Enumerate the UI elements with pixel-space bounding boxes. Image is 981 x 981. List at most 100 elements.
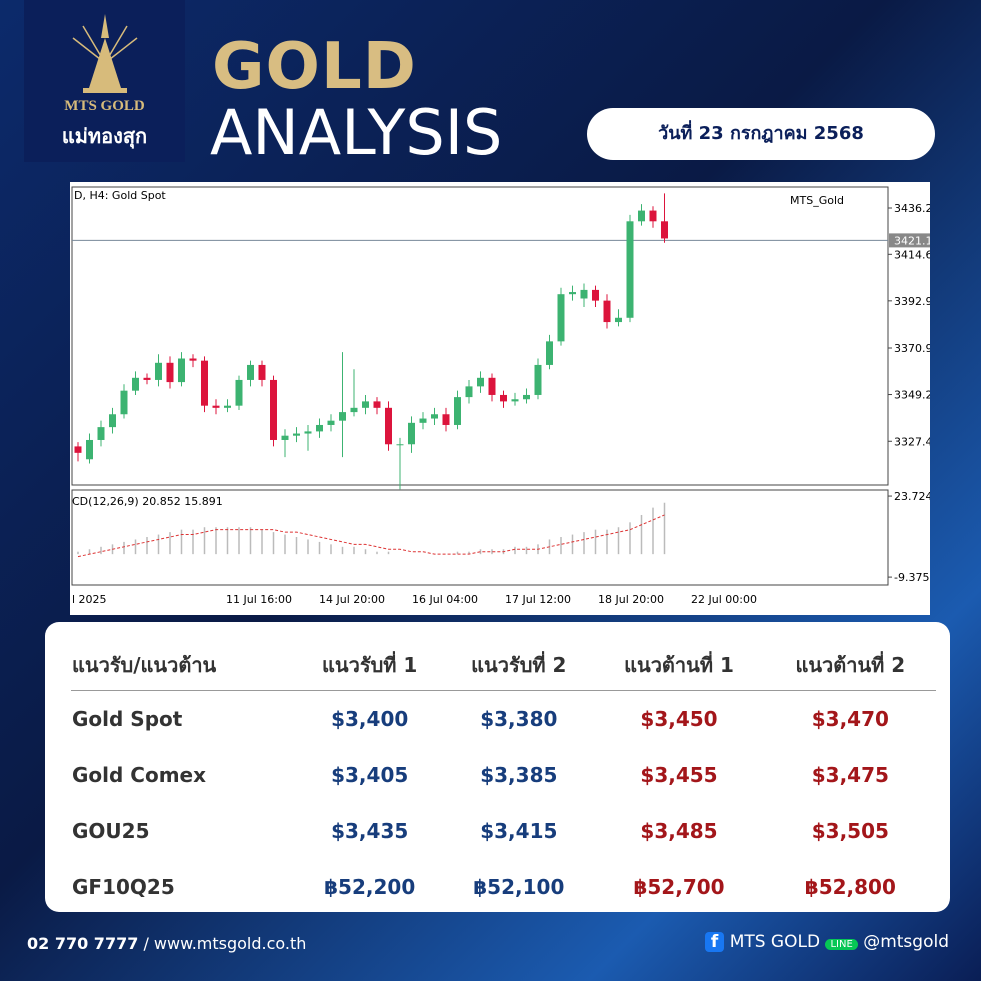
candle-body [488, 377, 496, 395]
website: / www.mtsgold.co.th [143, 934, 307, 953]
row: Gold Comex $3,405 $3,385 $3,455 $3,475 [71, 747, 936, 803]
table: แนวรับ/แนวต้าน แนวรับที่ 1 แนวรับที่ 2 แนวต… [71, 640, 936, 915]
cell: $3,475 [811, 763, 889, 787]
cell: $3,450 [640, 707, 718, 731]
title: ANALYSIS [210, 96, 503, 169]
row: GOU25 $3,435 $3,415 $3,485 $3,505 [71, 803, 936, 859]
cell: $3,400 [331, 707, 409, 731]
candle-body [431, 414, 438, 419]
candle-body [212, 405, 220, 408]
candle-body [649, 210, 657, 222]
row: GF10Q25 ฿52,200 ฿52,100 ฿52,700 ฿52,800 [71, 859, 936, 915]
social: f MTS GOLD LINE @mtsgold [704, 932, 949, 952]
candle-body [534, 364, 542, 395]
candle-body [339, 412, 346, 421]
cell: $3,470 [811, 707, 889, 731]
signal-line [77, 514, 665, 558]
cell: ฿52,100 [473, 875, 565, 899]
candle-body [143, 377, 151, 380]
footer: 02 770 7777 / www.mtsgold.co.th [27, 934, 306, 953]
phone: 02 770 7777 [27, 934, 139, 953]
price-label: 3421.1 [894, 234, 930, 247]
candle-body [270, 379, 277, 440]
cell: Gold Comex [72, 763, 207, 787]
fb-icon: f [704, 932, 725, 952]
cell: ฿52,200 [324, 875, 416, 899]
candle-body [304, 431, 312, 434]
cell: $3,415 [480, 819, 558, 843]
logo: MTS GOLD แม่ทองสุก [24, 0, 185, 162]
y-tick-label: 3370.9 [894, 342, 930, 355]
candle-body [166, 362, 174, 383]
x-tick-label: 17 Jul 12:00 [505, 593, 571, 606]
candle-body [442, 414, 450, 425]
chart-title: D, H4: Gold Spot [74, 189, 166, 202]
candle-body [247, 364, 254, 380]
y-tick-label: 3436.2 [894, 202, 930, 215]
candle-body [500, 394, 507, 402]
y-tick-label: 3414.6 [894, 248, 930, 261]
cell: Gold Spot [72, 707, 183, 731]
candle-body [396, 444, 404, 446]
candle-body [385, 407, 392, 445]
price-box [889, 233, 930, 248]
candle-body [546, 341, 553, 365]
cell: $3,385 [480, 763, 558, 787]
candle-body [373, 401, 381, 408]
candle-body [557, 294, 565, 342]
candle-body [603, 300, 611, 323]
x-tick-label: 16 Jul 04:00 [412, 593, 478, 606]
candle-body [235, 379, 243, 406]
logo-name: MTS GOLD [64, 98, 145, 114]
candle-body [189, 358, 197, 361]
candle-body [592, 289, 599, 301]
x-tick-label: l 2025 [72, 593, 107, 606]
y-tick-label: 3392.9 [894, 295, 930, 308]
candle-body [97, 427, 105, 440]
pane [71, 489, 889, 586]
candle-body [224, 405, 231, 408]
cell: $3,380 [480, 707, 558, 731]
candle-body [201, 360, 208, 406]
candle-body [511, 399, 519, 402]
cell: $3,405 [331, 763, 409, 787]
candle-body [132, 377, 139, 391]
y-tick-label: -9.375 [894, 571, 929, 584]
candle-body [638, 210, 645, 222]
cell: $3,505 [811, 819, 889, 843]
candle-body [316, 424, 323, 432]
indicator-label: CD(12,26,9) 20.852 15.891 [72, 495, 223, 508]
candle-body [661, 221, 668, 239]
logo-icon [72, 14, 137, 93]
cell: $3,435 [331, 819, 409, 843]
pane [71, 186, 889, 486]
x-tick-label: 18 Jul 20:00 [598, 593, 664, 606]
logo-thai: แม่ทองสุก [61, 124, 148, 148]
candle-body [155, 362, 162, 380]
column-header: แนวรับที่ 1 [295, 640, 445, 691]
column-header: แนวต้านที่ 2 [764, 640, 936, 691]
title: GOLD [212, 30, 417, 104]
cell: GOU25 [72, 819, 150, 843]
candle-body [120, 390, 128, 415]
y-tick-label: 3349.2 [894, 389, 930, 402]
candle-body [178, 358, 185, 383]
candle-body [626, 221, 634, 318]
x-tick-label: 11 Jul 16:00 [226, 593, 292, 606]
column-header: แนวรับที่ 2 [444, 640, 594, 691]
facebook: MTS GOLD [729, 932, 821, 952]
cell: $3,485 [640, 819, 718, 843]
cell: ฿52,800 [804, 875, 896, 899]
line-id: @mtsgold [863, 932, 949, 952]
candle-body [327, 420, 335, 425]
column-header: แนวต้านที่ 1 [593, 640, 765, 691]
candle-body [465, 386, 473, 398]
candle-body [362, 401, 369, 408]
candle-body [569, 292, 576, 295]
candle-body [293, 433, 300, 436]
candle-body [86, 439, 93, 460]
candle-body [258, 364, 266, 380]
candle-body [74, 446, 82, 453]
line-icon: LINE [825, 939, 858, 950]
